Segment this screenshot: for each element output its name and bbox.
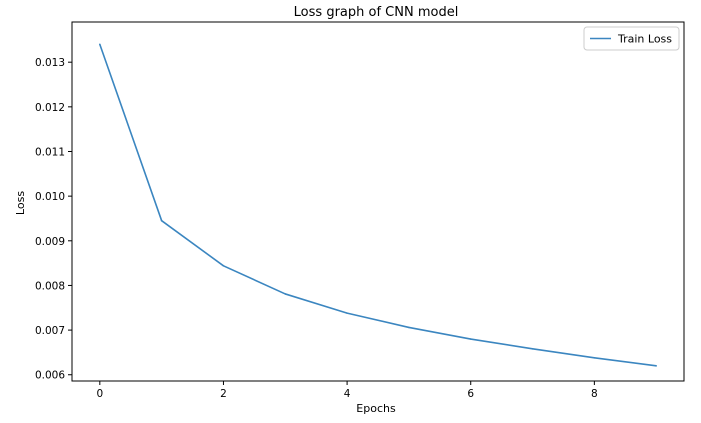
legend-box: [583, 26, 680, 51]
data-point: [531, 348, 534, 350]
series-layer: [99, 43, 657, 367]
chart-title: Loss graph of CNN model: [294, 5, 459, 20]
legend-label: Train Loss: [617, 33, 672, 46]
x-axis-label: Epochs: [356, 402, 396, 415]
x-tick-label: 2: [220, 388, 227, 400]
data-point: [160, 219, 163, 222]
y-axis-label: Loss: [14, 191, 27, 215]
data-point: [408, 326, 410, 329]
data-point: [346, 312, 348, 314]
y-tick-label: 0.007: [35, 325, 65, 337]
data-point: [593, 356, 596, 359]
x-tick-label: 8: [591, 388, 598, 400]
plot-frame: [71, 21, 685, 382]
y-tick-label: 0.011: [35, 146, 65, 158]
series-line-train-loss: [99, 44, 657, 367]
y-tick-label: 0.013: [35, 57, 65, 69]
x-tick-label: 4: [344, 388, 351, 400]
y-tick-label: 0.012: [35, 102, 65, 114]
y-tick-label: 0.008: [35, 280, 65, 292]
data-point: [99, 43, 101, 46]
legend: Train Loss: [583, 26, 680, 51]
data-point: [284, 293, 287, 295]
y-tick-label: 0.006: [35, 370, 65, 382]
data-point: [222, 264, 225, 267]
axis-ticks: 0 2 4 6 8 0.006 0.007 0.008 0.009 0.010 0.011 0.012…: [35, 57, 598, 400]
data-point: [469, 338, 472, 340]
y-tick-label: 0.009: [35, 236, 65, 248]
x-tick-label: 0: [96, 388, 103, 400]
y-tick-label: 0.010: [35, 191, 65, 203]
data-point: [655, 365, 657, 367]
x-tick-label: 6: [467, 388, 474, 400]
